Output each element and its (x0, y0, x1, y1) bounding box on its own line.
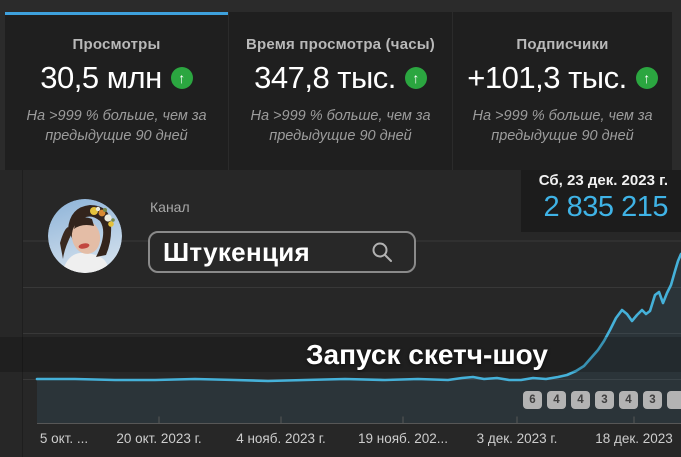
metric-label: Просмотры (72, 36, 161, 53)
search-icon[interactable] (370, 240, 394, 264)
channel-avatar (48, 199, 122, 273)
arrow-up-circle-icon: ↑ (170, 67, 193, 89)
video-count-badge[interactable]: 4 (571, 391, 590, 409)
annotation-band: Запуск скетч-шоу (0, 337, 681, 372)
tab-views[interactable]: Просмотры 30,5 млн ↑ На >999 % больше, ч… (5, 12, 228, 170)
metric-comparison: На >999 % больше, чем за предыдущие 90 д… (250, 108, 431, 144)
metric-value: 347,8 тыс. (254, 60, 396, 95)
metric-comparison: На >999 % больше, чем за предыдущие 90 д… (26, 108, 207, 144)
video-count-badge[interactable]: 6 (523, 391, 542, 409)
x-axis-label: 3 дек. 2023 г. (476, 431, 558, 446)
tooltip-date: Сб, 23 дек. 2023 г. (538, 171, 668, 189)
video-count-badge[interactable]: 4 (547, 391, 566, 409)
x-axis-label: 5 окт. ... (39, 431, 89, 446)
arrow-up-circle-icon: ↑ (404, 67, 427, 89)
metric-value: +101,3 тыс. (467, 60, 627, 95)
avatar-image (48, 199, 122, 273)
video-count-badge[interactable]: 4 (619, 391, 638, 409)
annotation-text: Запуск скетч-шоу (306, 338, 548, 370)
views-line-series[interactable] (35, 252, 681, 383)
x-axis-label: 20 окт. 2023 г. (116, 431, 202, 446)
channel-search-input[interactable]: Штукенция (148, 231, 416, 273)
metric-label: Время просмотра (часы) (246, 36, 435, 53)
metric-label: Подписчики (516, 36, 609, 53)
chart-left-divider (22, 170, 23, 457)
channel-search-value: Штукенция (163, 236, 310, 267)
metric-value: 30,5 млн (40, 60, 162, 95)
video-count-badge[interactable]: 3 (643, 391, 662, 409)
arrow-up-circle-icon: ↑ (635, 67, 658, 89)
video-count-badge[interactable] (667, 391, 681, 409)
channel-label: Канал (150, 199, 190, 215)
video-count-badge[interactable]: 3 (595, 391, 614, 409)
tab-watch-time[interactable]: Время просмотра (часы) 347,8 тыс. ↑ На >… (229, 12, 452, 170)
x-axis-label: 19 нояб. 202... (357, 431, 449, 446)
metric-comparison: На >999 % больше, чем за предыдущие 90 д… (472, 108, 653, 144)
x-axis-label: 4 нояб. 2023 г. (236, 431, 326, 446)
chart-tooltip: Сб, 23 дек. 2023 г. 2 835 215 (521, 161, 681, 232)
tab-subscribers[interactable]: Подписчики +101,3 тыс. ↑ На >999 % больш… (453, 12, 672, 170)
x-axis-label: 18 дек. 2023 (595, 431, 673, 446)
metric-tabs-header: Просмотры 30,5 млн ↑ На >999 % больше, ч… (0, 0, 681, 170)
tooltip-value: 2 835 215 (543, 190, 668, 223)
